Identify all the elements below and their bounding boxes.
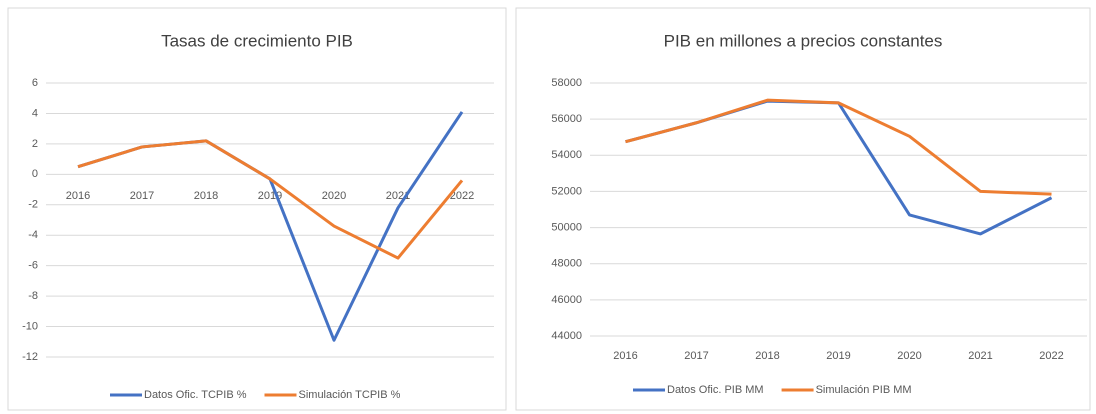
y-tick-label: 52000 <box>551 185 582 197</box>
y-tick-label: -4 <box>28 229 38 241</box>
y-tick-label: -12 <box>22 351 38 363</box>
y-tick-label: 0 <box>32 168 38 180</box>
y-tick-label: 48000 <box>551 258 582 270</box>
y-tick-label: -2 <box>28 199 38 211</box>
y-tick-label: 58000 <box>551 77 582 89</box>
panel <box>515 7 1091 411</box>
y-tick-label: 54000 <box>551 149 582 161</box>
legend-label: Datos Ofic. TCPIB % <box>144 389 247 401</box>
x-tick-label: 2020 <box>322 190 346 202</box>
y-tick-label: 50000 <box>551 221 582 233</box>
x-tick-label: 2016 <box>66 190 90 202</box>
y-tick-label: -8 <box>28 290 38 302</box>
y-tick-label: 44000 <box>551 330 582 342</box>
series-line <box>77 139 464 260</box>
x-tick-label: 2018 <box>194 190 218 202</box>
y-tick-label: 46000 <box>551 294 582 306</box>
y-tick-label: 56000 <box>551 113 582 125</box>
chart-title: PIB en millones a precios constantes <box>664 31 943 50</box>
series-line <box>625 98 1052 196</box>
y-tick-label: -10 <box>22 320 38 332</box>
y-tick-label: 6 <box>32 77 38 89</box>
x-tick-label: 2018 <box>755 350 779 362</box>
x-tick-label: 2017 <box>130 190 154 202</box>
legend-label: Simulación TCPIB % <box>299 389 401 401</box>
x-tick-label: 2022 <box>450 190 474 202</box>
x-tick-label: 2017 <box>684 350 708 362</box>
x-tick-label: 2020 <box>897 350 921 362</box>
x-tick-label: 2019 <box>826 350 850 362</box>
chart-title: Tasas de crecimiento PIB <box>161 31 353 50</box>
legend-label: Simulación PIB MM <box>816 384 912 396</box>
y-tick-label: -6 <box>28 260 38 272</box>
x-tick-label: 2022 <box>1039 350 1063 362</box>
y-tick-label: 2 <box>32 138 38 150</box>
x-tick-label: 2016 <box>613 350 637 362</box>
panel <box>7 7 507 411</box>
x-tick-label: 2021 <box>968 350 992 362</box>
legend-label: Datos Ofic. PIB MM <box>667 384 764 396</box>
y-tick-label: 4 <box>32 107 38 119</box>
